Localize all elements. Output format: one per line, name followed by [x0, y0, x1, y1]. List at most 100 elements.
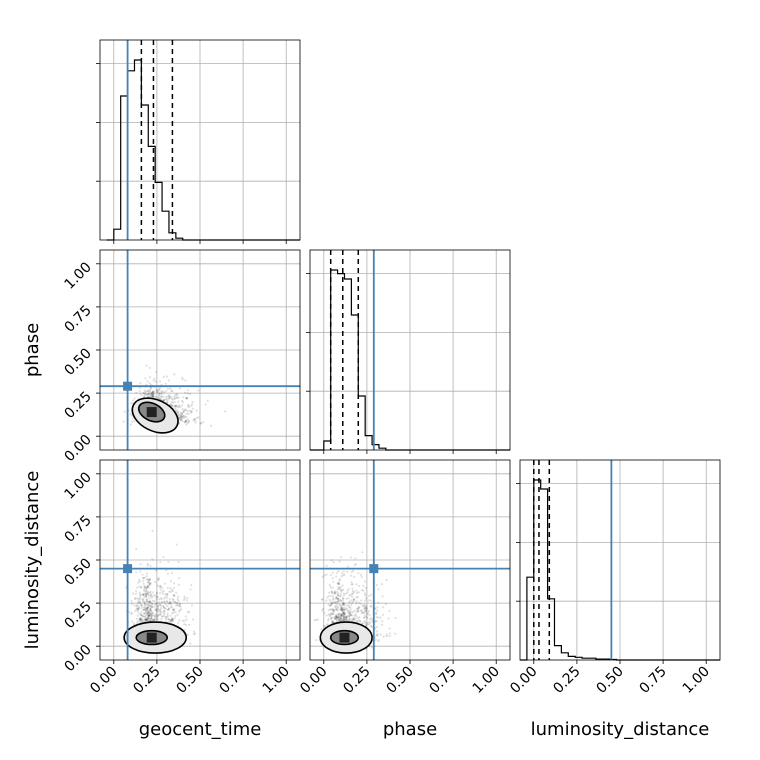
sample-point	[146, 612, 149, 615]
sample-point	[146, 393, 149, 396]
sample-point	[144, 609, 147, 612]
sample-point	[148, 366, 151, 370]
sample-point	[202, 421, 205, 424]
sample-point	[142, 593, 145, 597]
sample-point	[136, 610, 139, 613]
sample-point	[183, 619, 186, 622]
sample-point	[149, 614, 152, 617]
sample-point	[151, 394, 154, 398]
sample-point	[139, 604, 143, 607]
sample-point	[146, 562, 150, 565]
sample-point	[169, 614, 172, 617]
sample-point	[145, 619, 149, 622]
sample-point	[346, 609, 349, 612]
sample-point	[330, 612, 333, 615]
sample-point	[162, 555, 165, 559]
sample-point	[138, 578, 141, 582]
sample-point	[343, 603, 346, 606]
sample-point	[180, 413, 183, 416]
sample-point	[333, 610, 336, 613]
sample-point	[153, 600, 156, 603]
sample-point	[138, 389, 141, 393]
sample-point	[150, 392, 154, 395]
sample-point	[143, 615, 146, 618]
sample-point	[147, 392, 151, 395]
sample-point	[143, 586, 146, 589]
sample-point	[148, 604, 151, 608]
sample-point	[341, 612, 344, 615]
sample-point	[147, 603, 150, 606]
sample-point	[131, 620, 134, 623]
sample-point	[187, 403, 190, 406]
sample-point	[184, 379, 187, 382]
sample-point	[156, 595, 159, 599]
sample-point	[162, 589, 165, 593]
sample-point	[353, 599, 356, 602]
sample-point	[161, 586, 164, 589]
sample-point	[155, 595, 159, 598]
sample-point	[375, 616, 378, 619]
sample-point	[146, 606, 150, 609]
sample-point	[334, 597, 338, 600]
sample-point	[335, 575, 338, 578]
sample-point	[137, 601, 140, 604]
sample-point	[379, 633, 382, 636]
sample-point	[349, 612, 352, 615]
sample-point	[371, 618, 374, 621]
sample-point	[337, 582, 341, 585]
sample-point	[374, 607, 377, 610]
sample-point	[351, 583, 354, 586]
sample-point	[170, 401, 173, 404]
sample-point	[165, 593, 168, 596]
sample-point	[335, 571, 339, 575]
sample-point	[156, 604, 159, 608]
sample-point	[139, 618, 142, 622]
sample-point	[366, 623, 369, 626]
sample-point	[353, 563, 356, 567]
sample-point	[141, 576, 145, 580]
y-tick-label: 0.00	[61, 642, 94, 675]
sample-point	[155, 391, 159, 394]
sample-point	[163, 612, 166, 615]
sample-point	[330, 594, 333, 597]
sample-point	[326, 623, 330, 626]
sample-point	[144, 604, 147, 607]
sample-point	[350, 570, 354, 574]
sample-point	[332, 608, 335, 611]
sample-point	[336, 605, 339, 608]
sample-point	[332, 595, 335, 598]
sample-point	[171, 589, 174, 593]
sample-point	[335, 615, 338, 618]
sample-point	[334, 617, 337, 620]
sample-point	[136, 614, 139, 617]
sample-point	[341, 619, 344, 622]
sample-point	[377, 638, 380, 642]
sample-point	[369, 617, 372, 620]
sample-point	[175, 396, 178, 399]
sample-point	[164, 593, 167, 596]
sample-point	[142, 579, 145, 582]
sample-point	[171, 618, 175, 621]
sample-point	[331, 602, 334, 605]
y-axis-label: luminosity_distance	[22, 471, 43, 650]
sample-point	[144, 595, 148, 598]
sample-point	[345, 616, 348, 619]
sample-point	[329, 604, 332, 607]
sample-point	[145, 606, 149, 610]
sample-point	[356, 610, 360, 613]
sample-point	[145, 617, 148, 621]
sample-point	[336, 609, 339, 612]
sample-point	[171, 619, 174, 622]
sample-point	[179, 405, 182, 408]
sample-point	[168, 395, 171, 399]
sample-point	[343, 608, 346, 611]
truth-marker	[123, 564, 133, 574]
sample-point	[355, 589, 358, 592]
sample-point	[150, 393, 154, 396]
sample-point	[142, 598, 145, 601]
sample-point	[349, 606, 352, 609]
sample-point	[146, 617, 150, 620]
sample-point	[375, 620, 378, 623]
sample-point	[357, 607, 360, 610]
sample-point	[152, 395, 155, 398]
